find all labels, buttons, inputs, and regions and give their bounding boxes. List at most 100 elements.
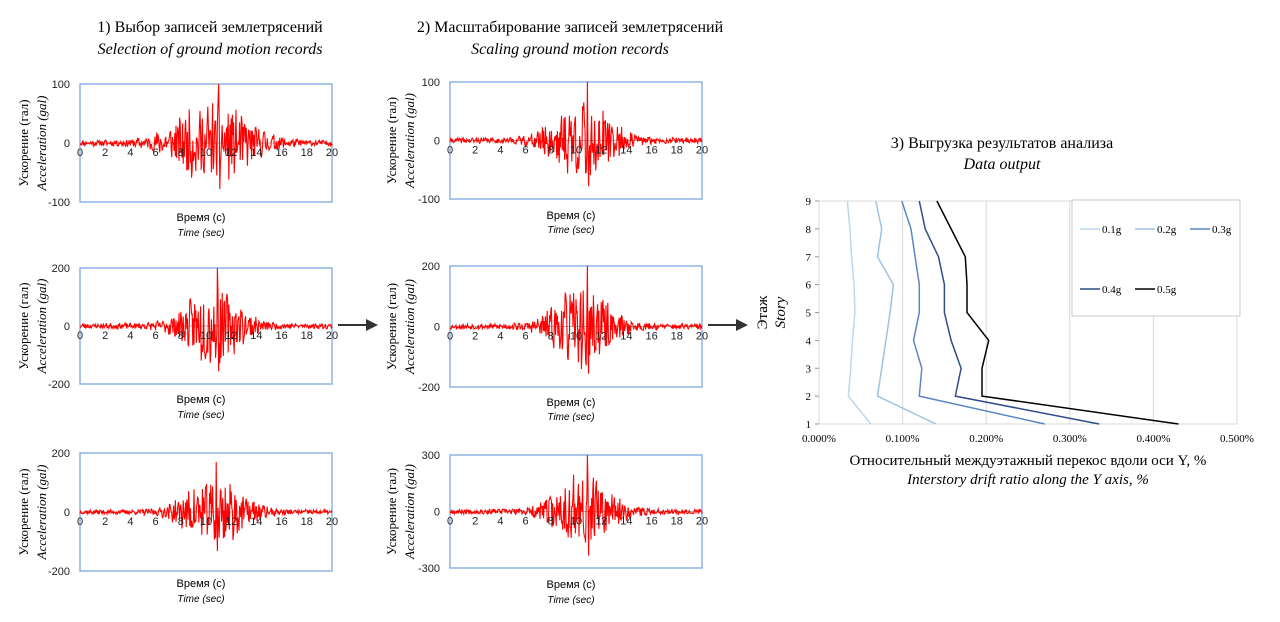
x-tick-label: 8 [548, 145, 554, 157]
x-tick-label: 16 [275, 330, 287, 342]
signal-line [449, 454, 703, 556]
series-line-0.1g [846, 200, 872, 425]
x-tick-label: 4 [497, 331, 503, 343]
x-tick-label: 0 [447, 516, 453, 528]
y-tick-label: 6 [806, 280, 812, 292]
x-tick-label: 12 [225, 516, 237, 528]
y-tick-label: 8 [806, 224, 812, 236]
y-tick-label: 1 [806, 419, 812, 431]
x-tick-label: 16 [645, 516, 657, 528]
x-tick-label: 6 [523, 145, 529, 157]
accelerogram-1: 0 2 4 6 8 10 12 14 16 18 20 100 0 -100 Ускорение (гал)… [16, 79, 338, 239]
x-axis-label: Время (с) [177, 394, 226, 406]
x-tick-label: 6 [153, 516, 159, 528]
x-tick-label: 8 [178, 147, 184, 159]
x-tick-label: 12 [595, 516, 607, 528]
x-axis-label: Время (с) [547, 579, 596, 591]
y-tick-label: 0 [434, 136, 440, 148]
y-tick-label: -100 [48, 197, 70, 209]
y-tick-label: -100 [418, 194, 440, 206]
x-tick-label: 6 [523, 331, 529, 343]
y-tick-label: -200 [48, 379, 70, 391]
x-tick-label: 4 [127, 516, 133, 528]
x-tick-label: 4 [127, 147, 133, 159]
y-axis-label: Ускорение (гал) [384, 97, 399, 184]
x-tick-label: 0 [77, 516, 83, 528]
series-line-0.2g [875, 200, 937, 425]
x-tick-label: 0.200% [969, 433, 1003, 445]
y-tick-label: -300 [418, 563, 440, 575]
x-tick-label: 16 [645, 145, 657, 157]
y-axis-label: Ускорение (гал) [384, 283, 399, 370]
y-tick-label: 100 [52, 79, 70, 91]
drift-chart: 0.000% 0.100% 0.200% 0.300% 0.400% 0.500% 1 2 3 4… [755, 196, 1254, 488]
y-tick-label: 0 [64, 507, 70, 519]
accelerogram-2: 0 2 4 6 8 10 12 14 16 18 20 200 0 -200 Ускорение (гал)… [16, 263, 338, 421]
y-axis-label-en: Acceleration (gal) [402, 279, 417, 375]
x-tick-label: 6 [523, 516, 529, 528]
x-tick-label: 12 [595, 145, 607, 157]
accelerogram-4: 0 2 4 6 8 10 12 14 16 18 20 100 0 -100 Ускорение (гал)… [384, 77, 708, 236]
x-axis-label: Время (с) [177, 578, 226, 590]
x-tick-label: 14 [620, 331, 632, 343]
x-axis-label: Время (с) [547, 210, 596, 222]
x-tick-label: 18 [671, 516, 683, 528]
x-tick-label: 4 [497, 145, 503, 157]
legend-label: 0.4g [1102, 284, 1122, 296]
series-line-0.4g [918, 200, 1100, 425]
accelerogram-5: 0 2 4 6 8 10 12 14 16 18 20 200 0 -200 Ускорение (гал)… [384, 261, 708, 423]
y-tick-label: 2 [806, 391, 812, 403]
x-tick-label: 2 [102, 330, 108, 342]
step1-title: 1) Выбор записей землетрясений [97, 19, 323, 36]
step3-subtitle: Data output [963, 156, 1041, 173]
x-tick-label: 20 [326, 147, 338, 159]
series-line-0.5g [936, 200, 1179, 425]
x-tick-label: 16 [645, 331, 657, 343]
y-axis-label-en: Acceleration (gal) [402, 464, 417, 560]
y-tick-label: 100 [422, 77, 440, 89]
x-tick-label: 2 [472, 145, 478, 157]
x-tick-label: 20 [696, 145, 708, 157]
x-axis-label-en: Interstory drift ratio along the Y axis,… [906, 472, 1149, 488]
legend-label: 0.3g [1212, 224, 1232, 236]
x-tick-label: 6 [153, 147, 159, 159]
signal-line [79, 83, 333, 190]
x-tick-label: 2 [472, 331, 478, 343]
x-tick-label: 20 [696, 331, 708, 343]
y-tick-label: 3 [806, 363, 812, 375]
y-axis-label: Ускорение (гал) [384, 468, 399, 555]
x-tick-label: 2 [102, 516, 108, 528]
x-tick-label: 0 [77, 330, 83, 342]
legend-box [1071, 199, 1241, 317]
x-tick-label: 8 [178, 516, 184, 528]
x-tick-label: 18 [301, 330, 313, 342]
x-tick-label: 14 [250, 516, 262, 528]
x-tick-label: 0 [447, 145, 453, 157]
y-axis-label-en: Acceleration (gal) [34, 279, 49, 375]
x-tick-label: 20 [696, 516, 708, 528]
x-tick-label: 20 [326, 516, 338, 528]
legend-label: 0.2g [1157, 224, 1177, 236]
step2-subtitle: Scaling ground motion records [471, 41, 669, 58]
y-tick-label: 9 [806, 196, 812, 208]
y-axis-label: Ускорение (гал) [16, 282, 31, 369]
x-tick-label: 8 [548, 516, 554, 528]
x-axis-label-en: Time (sec) [547, 225, 594, 236]
y-tick-label: 200 [52, 263, 70, 275]
signal-line [449, 81, 703, 187]
x-tick-label: 0.100% [886, 433, 920, 445]
x-axis-label: Время (с) [547, 397, 596, 409]
step2-title: 2) Масштабирование записей землетрясений [417, 19, 724, 36]
x-tick-label: 14 [620, 145, 632, 157]
y-tick-label: -200 [418, 382, 440, 394]
y-axis-label-en: Acceleration (gal) [402, 93, 417, 189]
y-tick-label: 200 [422, 261, 440, 273]
arrow-right-icon [338, 319, 378, 331]
y-tick-label: 7 [806, 252, 812, 264]
x-axis-label-en: Time (sec) [177, 594, 224, 605]
y-tick-label: 200 [52, 448, 70, 460]
x-tick-label: 8 [178, 330, 184, 342]
y-tick-label: 0 [64, 321, 70, 333]
